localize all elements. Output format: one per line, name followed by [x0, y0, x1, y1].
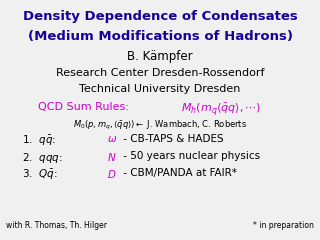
Text: 1.  $q\bar{q}$:: 1. $q\bar{q}$:: [22, 134, 61, 148]
Text: Research Center Dresden-Rossendorf: Research Center Dresden-Rossendorf: [56, 68, 264, 78]
Text: - CB-TAPS & HADES: - CB-TAPS & HADES: [120, 134, 224, 144]
Text: Technical University Dresden: Technical University Dresden: [79, 84, 241, 95]
Text: QCD Sum Rules:: QCD Sum Rules:: [38, 102, 136, 112]
Text: - 50 years nuclear physics: - 50 years nuclear physics: [120, 151, 260, 161]
Text: Density Dependence of Condensates: Density Dependence of Condensates: [23, 10, 297, 23]
Text: $M_0(p, m_q, \langle\bar{q}q\rangle) \leftarrow$ J. Wambach, C. Roberts: $M_0(p, m_q, \langle\bar{q}q\rangle) \le…: [73, 119, 247, 132]
Text: - CBM/PANDA at FAIR*: - CBM/PANDA at FAIR*: [120, 168, 237, 178]
Text: 3.  $Q\bar{q}$:: 3. $Q\bar{q}$:: [22, 168, 62, 182]
Text: B. Kämpfer: B. Kämpfer: [127, 50, 193, 63]
Text: * in preparation: * in preparation: [253, 221, 314, 230]
Text: $N$: $N$: [107, 151, 117, 163]
Text: 2.  $qqq$:: 2. $qqq$:: [22, 151, 68, 165]
Text: $\omega$: $\omega$: [107, 134, 117, 144]
Text: $M_h(m_q\langle\bar{q}q\rangle,\cdots)$: $M_h(m_q\langle\bar{q}q\rangle,\cdots)$: [181, 101, 261, 118]
Text: $D$: $D$: [107, 168, 117, 180]
Text: with R. Thomas, Th. Hilger: with R. Thomas, Th. Hilger: [6, 221, 108, 230]
Text: (Medium Modifications of Hadrons): (Medium Modifications of Hadrons): [28, 30, 292, 43]
